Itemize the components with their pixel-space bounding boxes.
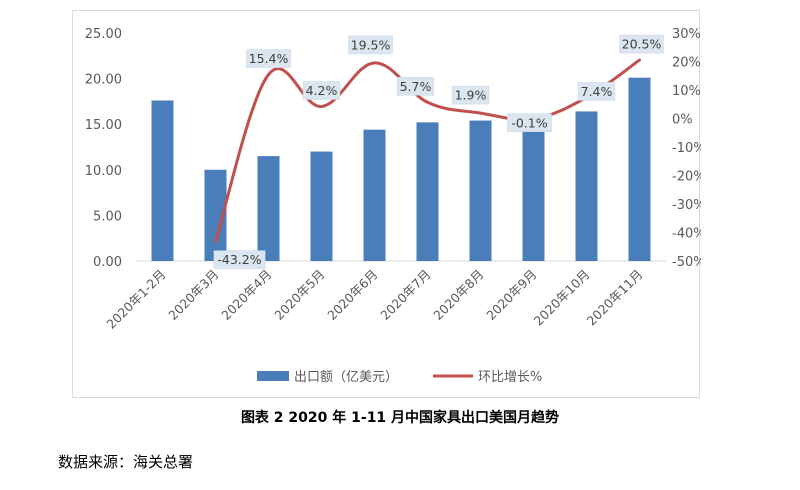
y-right-tick-label: 20%	[672, 56, 701, 71]
y-left-tick-label: 25.00	[85, 27, 122, 42]
bar-1	[151, 100, 174, 261]
data-label-box	[619, 34, 664, 54]
x-tick-label: 2020年9月	[483, 267, 539, 323]
bar-5	[363, 129, 386, 261]
y-right-tick-label: -10%	[672, 141, 701, 156]
y-right-tick-label: 10%	[672, 84, 701, 99]
data-label: 1.9%	[455, 88, 487, 103]
y-left-tick-label: 10.00	[85, 164, 122, 179]
bar-6	[416, 122, 439, 261]
y-left-tick-label: 5.00	[93, 209, 122, 224]
bar-4	[310, 151, 333, 261]
bar-2	[204, 169, 227, 261]
y-right-tick-label: -40%	[672, 227, 701, 242]
x-tick-label: 2020年7月	[377, 267, 433, 323]
data-label: 4.2%	[306, 83, 338, 98]
x-tick-label: 2020年6月	[324, 267, 380, 323]
y-right-tick-label: -50%	[672, 255, 701, 270]
y-right-tick-label: -30%	[672, 198, 701, 213]
data-label: 15.4%	[249, 51, 289, 66]
data-label: 19.5%	[351, 37, 391, 52]
data-label-box	[213, 250, 266, 269]
y-left-tick-label: 20.00	[85, 73, 122, 88]
data-source: 数据来源：海关总署	[58, 453, 194, 471]
data-label: 7.4%	[581, 84, 613, 99]
data-label-box	[507, 113, 552, 133]
data-label-box	[246, 49, 291, 68]
data-label: 5.7%	[400, 79, 432, 94]
chart-caption: 图表 2 2020 年 1-11 月中国家具出口美国月趋势	[240, 410, 560, 426]
data-label-box	[577, 82, 616, 101]
x-tick-label: 2020年4月	[218, 267, 274, 323]
data-label-box	[302, 81, 341, 100]
x-tick-label: 2020年5月	[271, 267, 327, 323]
bar-3	[257, 156, 280, 261]
data-label: -0.1%	[511, 115, 547, 130]
x-tick-label: 2020年10月	[531, 267, 593, 329]
bar-10	[628, 77, 651, 261]
legend-bar-swatch	[257, 371, 289, 381]
data-label: 20.5%	[622, 37, 662, 52]
y-left-tick-label: 15.00	[85, 118, 122, 133]
y-left-tick-label: 0.00	[93, 255, 122, 270]
x-tick-label: 2020年8月	[430, 267, 486, 323]
legend-line-label: 环比增长%	[478, 370, 542, 385]
x-tick-label: 2020年1-2月	[103, 267, 168, 332]
y-right-tick-label: -20%	[672, 170, 701, 185]
y-right-tick-label: 0%	[672, 113, 693, 128]
legend-bar-label: 出口额（亿美元）	[294, 370, 398, 385]
x-tick-label: 2020年11月	[584, 267, 646, 329]
bar-9	[575, 111, 598, 261]
y-right-tick-label: 30%	[672, 27, 701, 42]
data-label-box	[451, 85, 490, 105]
chart-container: 0.00 5.00 10.00 15.00 20.00 25.00 -50% -40% -30%…	[72, 10, 701, 398]
data-label: -43.2%	[217, 252, 261, 267]
data-label-box	[348, 35, 393, 55]
x-tick-label: 2020年3月	[165, 267, 221, 323]
bar-7	[469, 120, 492, 261]
chart-svg: 0.00 5.00 10.00 15.00 20.00 25.00 -50% -40% -30%…	[85, 27, 701, 385]
bar-8	[522, 123, 545, 262]
data-label-box	[396, 77, 435, 96]
